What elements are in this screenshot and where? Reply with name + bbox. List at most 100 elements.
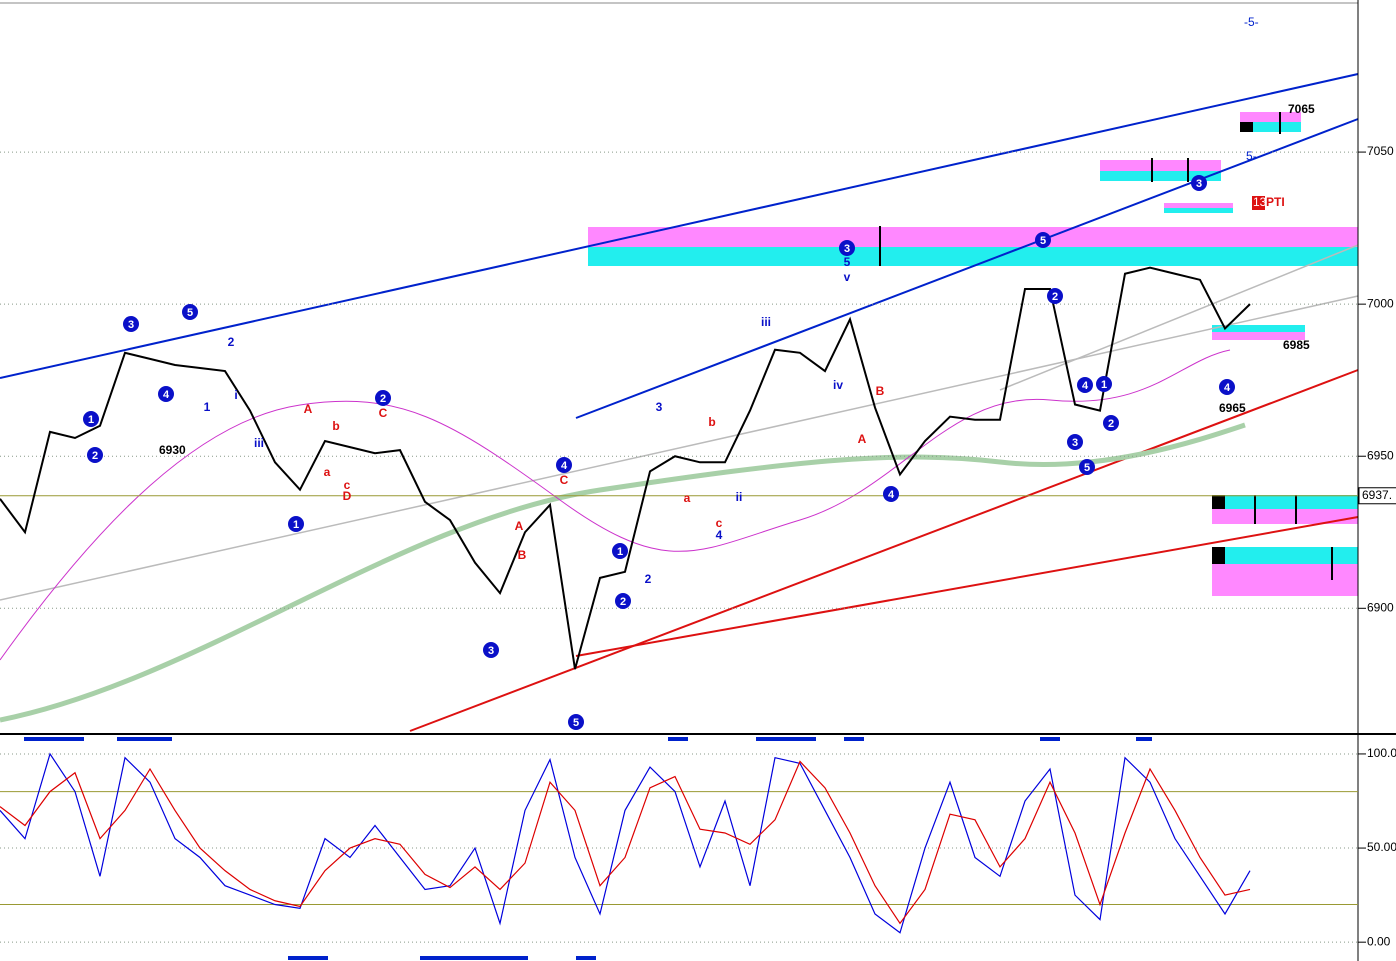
wave-label: a [684, 491, 691, 505]
wave-circle-dot [83, 411, 99, 427]
wave-circle-label: 2 [380, 393, 386, 405]
wave-circle-label: 1 [88, 414, 94, 426]
wave-circle: 5 [1035, 232, 1051, 248]
marker: 5- [1246, 149, 1257, 163]
wave-circle-label: 5 [573, 717, 579, 729]
wave-label: A [515, 519, 524, 533]
wave-circle: 3 [1067, 434, 1083, 450]
wave-circle-dot [556, 457, 572, 473]
wave-circle: 4 [883, 486, 899, 502]
wave-label: 4 [716, 528, 723, 542]
wave-label: B [518, 548, 527, 562]
wave-label: 2 [645, 572, 652, 586]
wave-circle-dot [1035, 232, 1051, 248]
wave-label: 2 [228, 335, 235, 349]
wave-circle-dot [1079, 459, 1095, 475]
wave-circle-dot [1191, 175, 1207, 191]
wave-circle: 2 [1047, 288, 1063, 304]
wave-label: ii [736, 490, 743, 504]
wave-circle-dot [615, 593, 631, 609]
wave-circle-dot [87, 447, 103, 463]
wave-label: 1 [204, 400, 211, 414]
wave-circle-label: 3 [1196, 178, 1202, 190]
wave-circle-label: 4 [1082, 380, 1089, 392]
wave-circle: 4 [1219, 379, 1235, 395]
wave-label: b [332, 419, 339, 433]
wave-label: a [324, 465, 331, 479]
signal-bars [24, 737, 1152, 960]
wave-label: iv [833, 378, 843, 392]
wave-circle-label: 5 [187, 307, 193, 319]
wave-label: A [858, 432, 867, 446]
last-price-box [1358, 487, 1396, 505]
price-label: 6985 [1283, 338, 1310, 352]
wave-circle-label: 4 [888, 489, 895, 501]
wave-circle-dot [883, 486, 899, 502]
wave-circle-dot [158, 386, 174, 402]
wave-circle-label: 2 [1108, 418, 1114, 430]
marker: PTI [1266, 195, 1285, 209]
wave-label: i [234, 388, 237, 402]
wave-circle-dot [839, 240, 855, 256]
wave-label: C [560, 473, 569, 487]
wave-circle-label: 4 [1224, 382, 1231, 394]
price-label: 6930 [159, 443, 186, 457]
price-label: 7065 [1288, 102, 1315, 116]
wave-circle-dot [1096, 376, 1112, 392]
wave-circle-label: 4 [163, 389, 170, 401]
wave-circle: 1 [1096, 376, 1112, 392]
wave-circle-dot [568, 714, 584, 730]
wave-circle: 4 [1077, 377, 1093, 393]
wave-circle-label: 3 [1072, 437, 1078, 449]
wave-circle: 4 [158, 386, 174, 402]
y-tick-label: 6950 [1367, 448, 1394, 462]
wave-circle: 3 [839, 240, 855, 256]
series-line [0, 760, 1251, 925]
wave-circle-dot [483, 642, 499, 658]
wave-circle-dot [1067, 434, 1083, 450]
wave-circle-dot [612, 543, 628, 559]
wave-circle: 3 [1191, 175, 1207, 191]
y-tick-label: 6900 [1367, 600, 1394, 614]
wave-circle-label: 2 [92, 450, 98, 462]
wave-circle-dot [1047, 288, 1063, 304]
wave-label: 5 [844, 255, 851, 269]
wave-circle: 5 [1079, 459, 1095, 475]
wave-label: v [844, 270, 851, 284]
wave-circle-dot [1219, 379, 1235, 395]
wave-circle-label: 1 [293, 519, 299, 531]
wave-circle-label: 2 [1052, 291, 1058, 303]
wave-circle-label: 1 [1101, 379, 1107, 391]
wave-circle-label: 1 [617, 546, 623, 558]
wave-circle-label: 3 [128, 319, 134, 331]
wave-label: iii [254, 436, 264, 450]
wave-label: B [876, 384, 885, 398]
wave-circle: 1 [83, 411, 99, 427]
wave-label: c [716, 516, 723, 530]
marker-box [1252, 196, 1265, 210]
y-tick-label: 100.0 [1367, 746, 1396, 760]
marker: 13 [1253, 195, 1267, 209]
wave-circle-label: 5 [1040, 235, 1046, 247]
wave-label: D [343, 489, 352, 503]
wave-label: A [304, 402, 313, 416]
y-tick-label: 0.00 [1367, 934, 1391, 948]
wave-circle-label: 2 [620, 596, 626, 608]
wave-circle-dot [375, 390, 391, 406]
wave-label: b [708, 415, 715, 429]
y-tick-label: 50.00 [1367, 840, 1396, 854]
last-price-label: 6937. [1362, 488, 1392, 502]
wave-circle-dot [1103, 415, 1119, 431]
wave-circle: 2 [375, 390, 391, 406]
wave-circle-dot [1077, 377, 1093, 393]
wave-circle-dot [288, 516, 304, 532]
wave-label: c [344, 478, 351, 492]
price-label: 6965 [1219, 401, 1246, 415]
wave-circle: 5 [182, 304, 198, 320]
wave-circle: 3 [483, 642, 499, 658]
wave-circle: 2 [87, 447, 103, 463]
trend-lines [0, 73, 1359, 732]
wave-circle: 1 [612, 543, 628, 559]
